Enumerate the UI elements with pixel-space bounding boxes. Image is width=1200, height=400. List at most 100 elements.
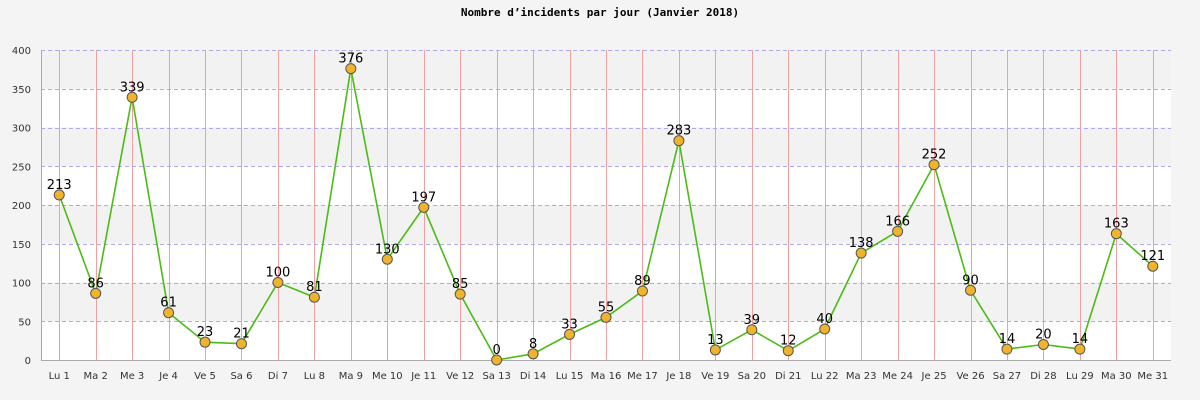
x-tick-label: Je 4 <box>158 371 178 382</box>
data-point <box>308 291 320 303</box>
data-label: 86 <box>87 276 104 291</box>
y-tick-label: 300 <box>12 124 31 135</box>
y-tick-label: 0 <box>25 356 31 367</box>
x-tick-label: Ma 30 <box>1101 371 1132 382</box>
y-tick-label: 150 <box>12 240 31 251</box>
data-point <box>1074 343 1086 355</box>
data-label: 23 <box>197 325 214 340</box>
data-point <box>564 328 576 340</box>
data-label: 55 <box>598 300 615 315</box>
data-label: 100 <box>266 266 291 281</box>
data-label: 138 <box>849 236 874 251</box>
data-point <box>1037 339 1049 350</box>
data-label: 14 <box>999 332 1016 347</box>
data-label: 197 <box>411 190 436 205</box>
data-point <box>199 336 211 348</box>
x-tick-label: Di 21 <box>775 371 801 382</box>
data-label: 20 <box>1035 328 1052 343</box>
data-label: 121 <box>1140 249 1165 264</box>
data-point <box>1001 343 1013 355</box>
data-point <box>1147 260 1159 272</box>
x-tick-label: Sa 20 <box>738 371 766 382</box>
x-tick-label: Me 17 <box>627 371 658 382</box>
data-point <box>819 323 831 335</box>
x-tick-label: Sa 6 <box>230 371 252 382</box>
x-tick-label: Je 25 <box>921 371 947 382</box>
data-point <box>454 288 466 300</box>
data-point <box>345 63 357 75</box>
data-label: 90 <box>962 273 979 288</box>
x-tick-label: Di 28 <box>1030 371 1056 382</box>
x-tick-label: Ma 9 <box>339 371 363 382</box>
x-tick-label: Lu 15 <box>556 371 584 382</box>
data-label: 89 <box>634 274 651 289</box>
data-point <box>892 225 904 237</box>
x-tick-label: Ve 19 <box>701 371 729 382</box>
x-tick-label: Ve 26 <box>956 371 984 382</box>
y-tick-label: 200 <box>12 201 31 212</box>
x-tick-label: Ma 23 <box>846 371 877 382</box>
x-tick-label: Di 14 <box>520 371 546 382</box>
data-label: 40 <box>816 312 833 327</box>
y-tick-label: 250 <box>12 162 31 173</box>
x-tick-label: Sa 13 <box>482 371 510 382</box>
x-tick-label: Me 10 <box>372 371 403 382</box>
x-tick-label: Lu 1 <box>49 371 70 382</box>
data-label: 130 <box>375 242 400 257</box>
x-tick-label: Sa 27 <box>993 371 1021 382</box>
data-label: 14 <box>1072 332 1089 347</box>
x-tick-label: Ve 5 <box>194 371 216 382</box>
data-label: 81 <box>306 280 323 295</box>
data-label: 61 <box>160 296 177 311</box>
data-label: 252 <box>922 148 947 163</box>
data-point <box>126 91 138 103</box>
data-label: 166 <box>885 214 910 229</box>
x-tick-label: Ma 16 <box>591 371 622 382</box>
data-point <box>600 311 612 323</box>
data-point <box>928 159 940 171</box>
y-tick-label: 100 <box>12 279 31 290</box>
data-point <box>1110 228 1122 240</box>
x-tick-label: Di 7 <box>268 371 288 382</box>
x-tick-label: Lu 8 <box>304 371 325 382</box>
data-label: 85 <box>452 277 469 292</box>
data-point <box>235 338 247 350</box>
data-point <box>709 344 721 356</box>
data-point <box>965 284 977 296</box>
data-point <box>272 277 284 288</box>
y-tick-label: 350 <box>12 85 31 96</box>
y-tick-label: 50 <box>18 317 31 328</box>
data-point <box>636 285 648 297</box>
data-label: 213 <box>47 178 72 193</box>
data-point <box>381 253 393 265</box>
data-label: 0 <box>493 343 501 358</box>
data-point <box>527 348 539 360</box>
data-point <box>90 287 102 299</box>
x-tick-label: Me 31 <box>1137 371 1168 382</box>
data-point <box>163 307 175 319</box>
data-label: 33 <box>561 317 578 332</box>
data-point <box>782 345 794 357</box>
data-label: 13 <box>707 333 724 348</box>
data-label: 21 <box>233 327 250 342</box>
x-tick-label: Lu 22 <box>811 371 839 382</box>
data-point <box>418 201 430 213</box>
x-tick-label: Ve 12 <box>446 371 474 382</box>
data-label: 376 <box>338 52 363 67</box>
data-point <box>855 247 867 259</box>
data-point <box>673 135 685 147</box>
y-tick-label: 400 <box>12 46 31 57</box>
data-label: 283 <box>666 124 691 139</box>
x-tick-label: Me 3 <box>120 371 144 382</box>
data-label: 339 <box>120 80 145 95</box>
chart-title: Nombre d’incidents par jour (Janvier 201… <box>460 6 740 19</box>
data-point <box>491 354 503 366</box>
x-tick-label: Lu 29 <box>1066 371 1094 382</box>
data-label: 8 <box>529 337 537 352</box>
data-point <box>53 189 65 201</box>
data-label: 163 <box>1104 217 1129 232</box>
x-tick-label: Je 18 <box>665 371 691 382</box>
x-tick-label: Ma 2 <box>84 371 108 382</box>
